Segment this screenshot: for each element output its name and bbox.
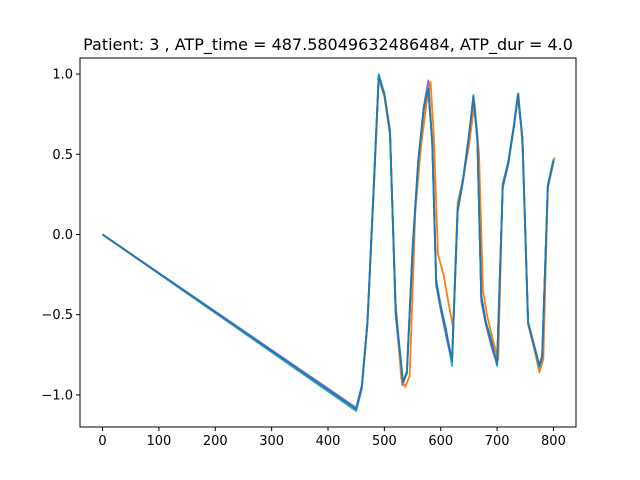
x-tick-label: 300 — [259, 434, 284, 449]
series-layer — [102, 73, 556, 412]
x-tick-label: 600 — [428, 434, 453, 449]
x-tick-label: 400 — [316, 434, 341, 449]
x-tick-label: 100 — [146, 434, 171, 449]
x-tick-label: 500 — [372, 434, 397, 449]
x-tick-label: 0 — [98, 434, 106, 449]
x-axis-ticks: 0 100 200 300 400 500 600 700 800 — [98, 427, 566, 449]
y-axis-ticks: −1.0 −0.5 0.0 0.5 1.0 — [41, 68, 80, 403]
x-tick-label: 200 — [203, 434, 228, 449]
y-tick-label: 1.0 — [52, 68, 73, 83]
x-tick-label: 700 — [485, 434, 510, 449]
y-tick-label: −1.0 — [41, 388, 73, 403]
y-tick-label: 0.5 — [52, 148, 73, 163]
axes-frame — [79, 57, 577, 428]
y-tick-label: 0.0 — [52, 228, 73, 243]
y-tick-label: −0.5 — [41, 308, 73, 323]
series-line-5 — [102, 74, 555, 411]
x-tick-label: 800 — [541, 434, 566, 449]
chart-title: Patient: 3 , ATP_time = 487.580496324864… — [83, 35, 573, 55]
